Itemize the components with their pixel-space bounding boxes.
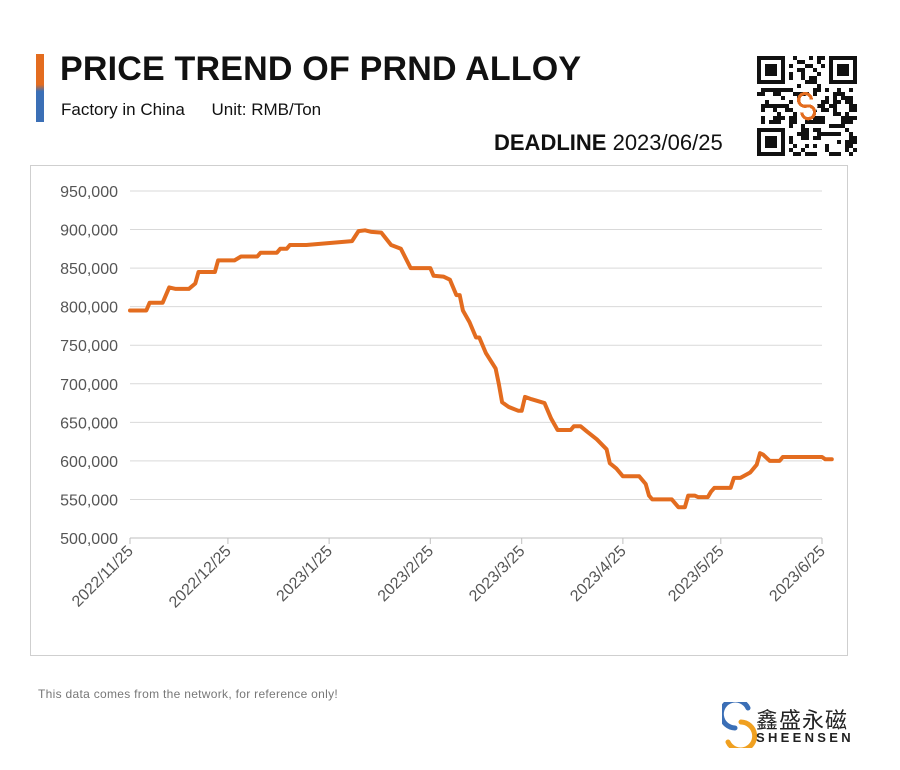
subtitle-location: Factory in China <box>61 100 185 119</box>
price-line-chart: 500,000 550,000 600,000 650,000 700,000 750,0… <box>60 184 834 612</box>
price-series-line <box>128 228 834 510</box>
x-tick-label: 2023/6/25 <box>766 543 828 605</box>
deadline-date: 2023/06/25 <box>612 130 723 155</box>
page-title: PRICE TREND OF PRND ALLOY <box>60 50 582 88</box>
x-tick-label: 2022/11/25 <box>69 543 137 611</box>
title-accent-bar <box>36 54 44 122</box>
x-tick-label: 2023/5/25 <box>665 543 727 605</box>
y-tick-label: 850,000 <box>60 261 118 278</box>
x-tick-label: 2023/2/25 <box>375 543 437 605</box>
subtitle-unit: Unit: RMB/Ton <box>211 100 322 119</box>
brand-name-en: SHEENSEN <box>756 730 854 745</box>
y-tick-label: 500,000 <box>60 531 118 548</box>
sheensen-logo-icon <box>722 702 758 748</box>
x-tick-label: 2023/4/25 <box>567 543 629 605</box>
y-tick-label: 600,000 <box>60 454 118 471</box>
x-tick-label: 2022/12/25 <box>166 543 235 612</box>
deadline-label: DEADLINE <box>494 130 607 155</box>
deadline: DEADLINE 2023/06/25 <box>494 130 723 156</box>
y-tick-label: 550,000 <box>60 492 118 509</box>
y-tick-label: 750,000 <box>60 338 118 355</box>
y-tick-label: 950,000 <box>60 184 118 201</box>
y-tick-label: 650,000 <box>60 415 118 432</box>
y-tick-label: 700,000 <box>60 377 118 394</box>
y-tick-label: 800,000 <box>60 300 118 317</box>
x-tick-label: 2023/1/25 <box>274 543 336 605</box>
chart-panel: 500,000 550,000 600,000 650,000 700,000 750,0… <box>30 165 848 656</box>
x-tick-label: 2023/3/25 <box>466 543 528 605</box>
y-tick-label: 900,000 <box>60 223 118 240</box>
qr-code-icon <box>757 56 857 156</box>
subtitle: Factory in China Unit: RMB/Ton <box>61 100 321 120</box>
footnote: This data comes from the network, for re… <box>38 687 339 701</box>
brand-name-cn: 鑫盛永磁 <box>756 709 849 734</box>
